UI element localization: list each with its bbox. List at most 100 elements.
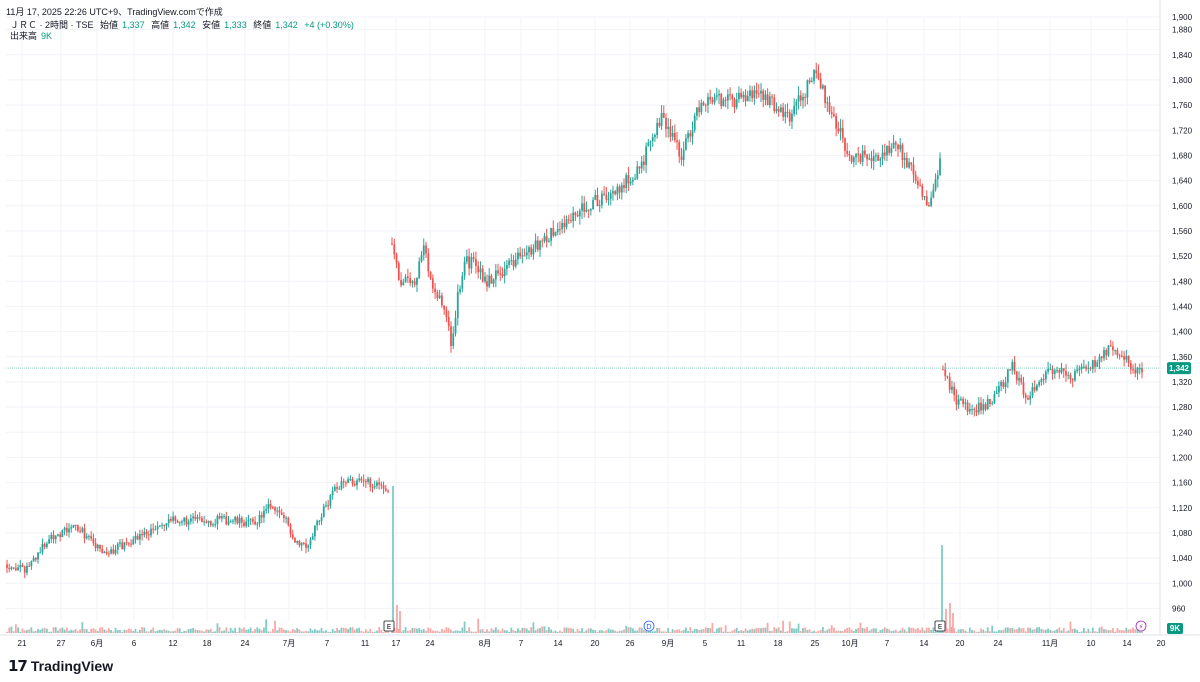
candle-body — [707, 96, 709, 106]
candle-body — [837, 128, 840, 132]
volume-bar — [519, 630, 522, 633]
candle-body — [1091, 360, 1094, 369]
volume-bar — [1134, 629, 1137, 633]
volume-bar — [492, 629, 495, 633]
candle-body — [1109, 345, 1112, 347]
candle-body — [309, 539, 312, 546]
candle-body — [220, 516, 223, 519]
volume-bar — [782, 620, 785, 633]
volume-bar — [746, 630, 749, 633]
candle-body — [367, 478, 369, 482]
volume-bar — [96, 630, 99, 633]
volume-bar — [989, 631, 991, 633]
candle-body — [101, 548, 104, 554]
volume-bar — [565, 627, 568, 633]
candle-body — [282, 515, 285, 519]
candle-body — [99, 544, 101, 549]
candle-body — [251, 519, 254, 522]
volume-bar — [145, 631, 148, 633]
candle-body — [1105, 350, 1108, 356]
candle-body — [276, 510, 279, 512]
volume-bar — [1015, 629, 1018, 633]
candle-body — [434, 288, 436, 293]
candle-body — [605, 194, 608, 200]
candle-body — [572, 212, 575, 222]
volume-bar — [278, 627, 281, 633]
candle-body — [391, 243, 393, 245]
tradingview-logo[interactable]: 17 TradingView — [8, 657, 113, 675]
candle-body — [307, 545, 310, 548]
volume-bar — [837, 630, 840, 633]
candle-body — [170, 519, 172, 521]
candle-body — [289, 525, 292, 535]
x-tick-label: 12 — [169, 639, 178, 648]
candle-body — [105, 551, 108, 554]
candle-body — [879, 158, 882, 161]
volume-bar — [951, 627, 953, 633]
volume-bar — [425, 630, 427, 633]
volume-bar — [418, 628, 421, 633]
volume-bar — [338, 629, 341, 633]
candle-body — [185, 517, 188, 525]
volume-bar — [490, 628, 493, 633]
candle-body — [726, 94, 729, 101]
candle-body — [740, 92, 743, 98]
volume-bar — [360, 631, 363, 633]
candle-body — [6, 564, 8, 568]
volume-bar — [434, 630, 436, 633]
volume-bar — [678, 629, 681, 633]
volume-bar — [486, 629, 488, 633]
volume-bar — [311, 630, 314, 633]
volume-bar — [894, 629, 897, 633]
y-tick-label: 1,200 — [1172, 453, 1193, 462]
candle-body — [631, 179, 634, 182]
candle-body — [762, 90, 765, 100]
volume-bar — [481, 629, 484, 633]
volume-spike — [952, 613, 954, 633]
candle-body — [1038, 381, 1041, 386]
candle-body — [358, 478, 361, 481]
candle-body — [786, 111, 789, 113]
volume-bar — [806, 630, 809, 633]
candle-body — [314, 525, 316, 537]
candle-body — [919, 185, 922, 187]
candle-body — [232, 520, 234, 522]
volume-bar — [995, 631, 998, 633]
volume-bar — [307, 631, 310, 633]
volume-bar — [676, 629, 678, 633]
candle-body — [145, 531, 148, 535]
volume-bar — [908, 627, 910, 633]
candle-body — [74, 524, 77, 526]
candle-body — [194, 516, 197, 520]
volume-bar — [170, 631, 172, 633]
volume-bar — [105, 630, 108, 633]
candle-body — [331, 490, 334, 496]
candle-body — [1006, 369, 1009, 383]
volume-bar — [1027, 627, 1029, 633]
symbol-label[interactable]: ＪＲＣ · 2時間 · TSE — [10, 20, 94, 30]
y-tick-label: 1,720 — [1172, 126, 1193, 135]
y-tick-label: 1,280 — [1172, 403, 1193, 412]
candle-body — [810, 80, 813, 83]
y-tick-label: 960 — [1172, 604, 1186, 613]
volume-bar — [265, 619, 268, 633]
candle-body — [875, 155, 877, 157]
x-tick-label: 24 — [241, 639, 250, 648]
candle-body — [649, 141, 652, 143]
x-tick-label: 6月 — [91, 639, 103, 648]
last-price-value: 1,342 — [1169, 364, 1190, 373]
volume-bar — [561, 631, 564, 633]
volume-bar — [327, 631, 330, 633]
candle-body — [846, 150, 849, 154]
candle-body — [1058, 370, 1061, 373]
volume-bar — [470, 631, 473, 633]
volume-bar — [477, 618, 480, 633]
volume-bar — [258, 628, 261, 633]
volume-bar — [468, 627, 471, 633]
volume-bar — [234, 627, 237, 633]
candle-body — [986, 399, 989, 410]
candle-body — [70, 527, 73, 529]
volume-bar — [413, 627, 416, 633]
volume-bar — [447, 627, 450, 633]
